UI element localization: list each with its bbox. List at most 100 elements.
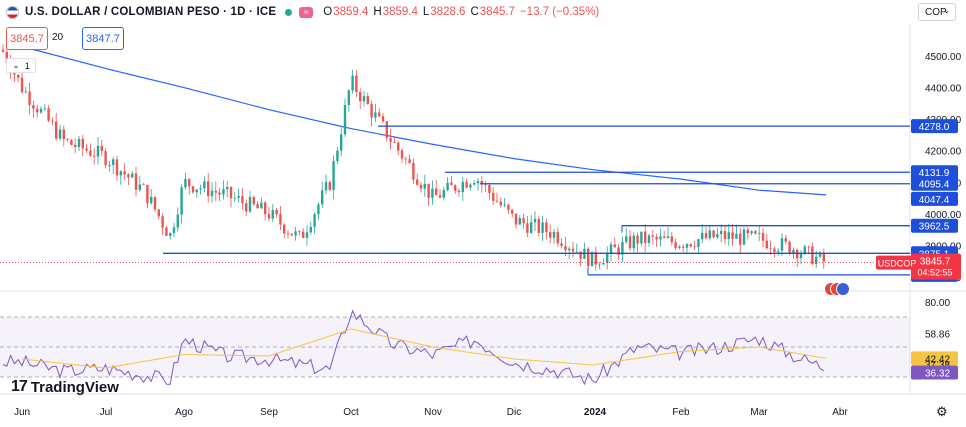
candle-body <box>62 129 65 140</box>
candle-body <box>13 73 16 75</box>
price-tag-box <box>911 191 958 206</box>
candle-body <box>336 150 339 162</box>
candle-body <box>503 204 506 206</box>
candle-body <box>488 184 491 193</box>
chevron-down-icon: ⌄ <box>943 6 950 15</box>
price-tag-label: 4047.4 <box>919 195 950 206</box>
candle-body <box>769 248 772 249</box>
candle-body <box>39 108 43 113</box>
candle-body <box>765 240 768 249</box>
candle-body <box>237 196 240 198</box>
candle-body <box>587 248 590 267</box>
candle-body <box>818 252 822 257</box>
candle-body <box>400 150 404 159</box>
candle-body <box>195 189 198 193</box>
sell-price-button[interactable]: 3845.7 <box>6 27 48 50</box>
candle-body <box>545 222 548 233</box>
candle-body <box>28 91 31 106</box>
price-tag-box <box>911 218 958 233</box>
candle-body <box>302 231 305 238</box>
candle-body <box>507 204 510 210</box>
candle-body <box>165 227 168 236</box>
indicator-count: 1 <box>24 60 30 71</box>
candle-body <box>93 155 96 157</box>
candle-body <box>758 233 761 234</box>
candle-body <box>332 161 335 190</box>
candle-body <box>435 188 438 196</box>
candle-body <box>742 229 746 245</box>
low-label: L <box>422 6 430 18</box>
open-label: O <box>323 6 333 18</box>
candle-body <box>397 142 400 151</box>
open-value: 3859.4 <box>333 6 369 18</box>
candle-body <box>644 231 647 243</box>
symbol-tag <box>876 255 918 270</box>
candle-body <box>784 238 787 242</box>
currency-selector[interactable]: COP ⌄ <box>918 3 956 21</box>
price-tag-box <box>911 119 958 134</box>
candle-body <box>264 202 267 215</box>
high-value: 3859.4 <box>382 6 418 18</box>
candle-body <box>298 231 301 233</box>
candle-body <box>712 230 715 238</box>
candle-body <box>24 91 27 93</box>
gear-icon[interactable]: ⚙ <box>936 404 948 419</box>
economic-events-icon[interactable] <box>824 282 854 296</box>
candle-body <box>104 151 107 166</box>
candle-body <box>499 201 502 206</box>
candle-body <box>621 241 624 255</box>
candle-body <box>157 209 160 217</box>
candle-body <box>226 186 229 190</box>
candle-body <box>693 246 696 248</box>
candle-body <box>575 251 578 253</box>
symbol-title[interactable]: U.S. DOLLAR / COLOMBIAN PESO · 1D · ICE <box>25 6 277 18</box>
rsi-ma-line <box>21 328 827 369</box>
rsi-line <box>2 309 825 386</box>
time-tick-label: Mar <box>750 407 768 418</box>
candle-body <box>393 141 396 143</box>
candle-body <box>362 96 366 102</box>
candle-body <box>457 190 461 193</box>
candle-body <box>340 134 343 151</box>
candle-body <box>598 264 601 266</box>
close-value: 3845.7 <box>479 6 515 18</box>
candle-body <box>492 192 495 201</box>
indicator-toggle-icon[interactable]: ≈ <box>299 6 314 18</box>
candle-body <box>142 184 145 186</box>
candle-body <box>191 186 195 193</box>
time-tick-label: Sep <box>260 407 278 418</box>
candle-body <box>267 214 271 219</box>
candle-body <box>309 226 312 233</box>
candle-body <box>514 213 518 225</box>
candle-body <box>465 181 468 188</box>
time-tick-label: Abr <box>832 407 848 418</box>
buy-price-button[interactable]: 3847.7 <box>82 27 124 50</box>
tradingview-logo[interactable]: 17 TradingView <box>11 378 119 396</box>
candle-body <box>119 171 122 176</box>
price-tag-label: 4131.9 <box>919 168 950 179</box>
candle-body <box>647 235 651 243</box>
candle-body <box>484 184 487 186</box>
rsi-tick-label: 37.38 <box>925 360 950 371</box>
candle-body <box>77 138 81 147</box>
candle-body <box>564 246 567 251</box>
candle-body <box>442 190 445 198</box>
candle-body <box>803 246 806 254</box>
candle-body <box>625 236 628 242</box>
time-tick-label: Oct <box>343 407 359 418</box>
candle-body <box>146 184 149 204</box>
candle-body <box>773 248 776 252</box>
rsi-tag-box <box>911 365 958 380</box>
candle-body <box>704 232 708 239</box>
time-tick-label: Feb <box>672 407 690 418</box>
candle-body <box>590 251 594 267</box>
indicator-legend[interactable]: ⌄ 1 <box>6 58 36 73</box>
candle-body <box>731 232 734 239</box>
candle-body <box>682 246 685 248</box>
candle-body <box>659 236 662 240</box>
candle-body <box>541 222 544 233</box>
candle-body <box>180 187 183 215</box>
candle-body <box>17 74 20 78</box>
candle-body <box>708 230 711 239</box>
